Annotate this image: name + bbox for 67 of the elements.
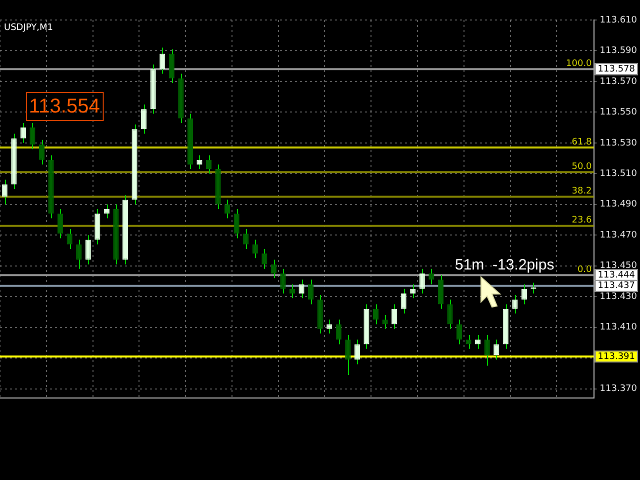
- candlestick: [30, 122, 36, 150]
- candlestick: [160, 47, 166, 74]
- y-tick-label: 113.570: [600, 76, 638, 87]
- ref-line-label: 113.437: [598, 281, 635, 292]
- annotation: 100.0: [566, 59, 592, 70]
- candlestick: [2, 179, 8, 205]
- annotation: 0.0: [577, 264, 592, 275]
- candlestick: [308, 279, 314, 305]
- y-tick-label: 113.410: [600, 322, 638, 333]
- annotation: 38.2: [572, 186, 592, 197]
- y-tick-label: 113.490: [600, 200, 638, 210]
- annotation: 113.554: [29, 96, 100, 118]
- candlestick: [456, 319, 462, 345]
- candlestick: [438, 274, 444, 310]
- candlestick: [354, 339, 360, 365]
- candlestick: [20, 122, 26, 144]
- ref-line-label: 113.444: [598, 270, 636, 280]
- y-tick-label: 113.450: [600, 261, 638, 272]
- y-tick-label: 113.590: [600, 46, 638, 56]
- annotation: 51m -13.2pips: [455, 256, 554, 274]
- candlestick: [243, 228, 249, 250]
- candlestick: [224, 199, 230, 219]
- candlestick: [66, 228, 72, 250]
- candlestick: [494, 339, 500, 360]
- annotation: USDJPY,M1: [4, 22, 53, 33]
- candlestick: [38, 139, 45, 165]
- candlestick: [58, 208, 64, 239]
- candlestick: [447, 299, 453, 330]
- candlestick: [521, 284, 527, 305]
- candlestick: [336, 319, 342, 345]
- candlestick: [289, 284, 296, 299]
- y-tick-label: 113.530: [600, 138, 638, 148]
- candlestick: [298, 279, 304, 299]
- candlestick: [512, 294, 518, 314]
- candlestick: [262, 248, 268, 270]
- candlestick: [76, 239, 82, 270]
- candlestick: [372, 304, 379, 325]
- y-tick-label: 113.510: [600, 169, 638, 179]
- candlestick: [234, 208, 240, 239]
- candlestick: [326, 319, 332, 334]
- candlestick: [484, 334, 490, 366]
- candlestick: [196, 154, 202, 170]
- annotation: 50.0: [572, 162, 592, 172]
- candlestick: [475, 334, 481, 350]
- ref-line-label: 113.578: [598, 64, 636, 75]
- candlestick: [104, 204, 110, 219]
- candlestick: [419, 268, 425, 294]
- candlestick: [85, 234, 91, 265]
- y-tick-label: 113.370: [600, 384, 638, 394]
- candlestick: [141, 104, 147, 134]
- candlestick: [252, 239, 258, 259]
- ref-line-label: 113.391: [598, 352, 635, 362]
- candlestick: [382, 314, 388, 330]
- y-tick-label: 113.550: [600, 108, 638, 118]
- candlestick: [392, 304, 398, 330]
- candlestick: [428, 268, 434, 285]
- y-tick-label: 113.610: [600, 15, 638, 26]
- candlestick: [168, 48, 174, 84]
- annotation: 23.6: [572, 216, 592, 226]
- candlestick: [345, 334, 351, 376]
- y-tick-label: 113.470: [600, 230, 638, 240]
- annotation: 61.8: [572, 137, 592, 148]
- candlestick: [400, 288, 406, 314]
- candlestick: [466, 334, 472, 350]
- y-tick-label: 113.430: [600, 292, 638, 302]
- candlestick: [410, 284, 416, 299]
- candlestick: [280, 268, 286, 294]
